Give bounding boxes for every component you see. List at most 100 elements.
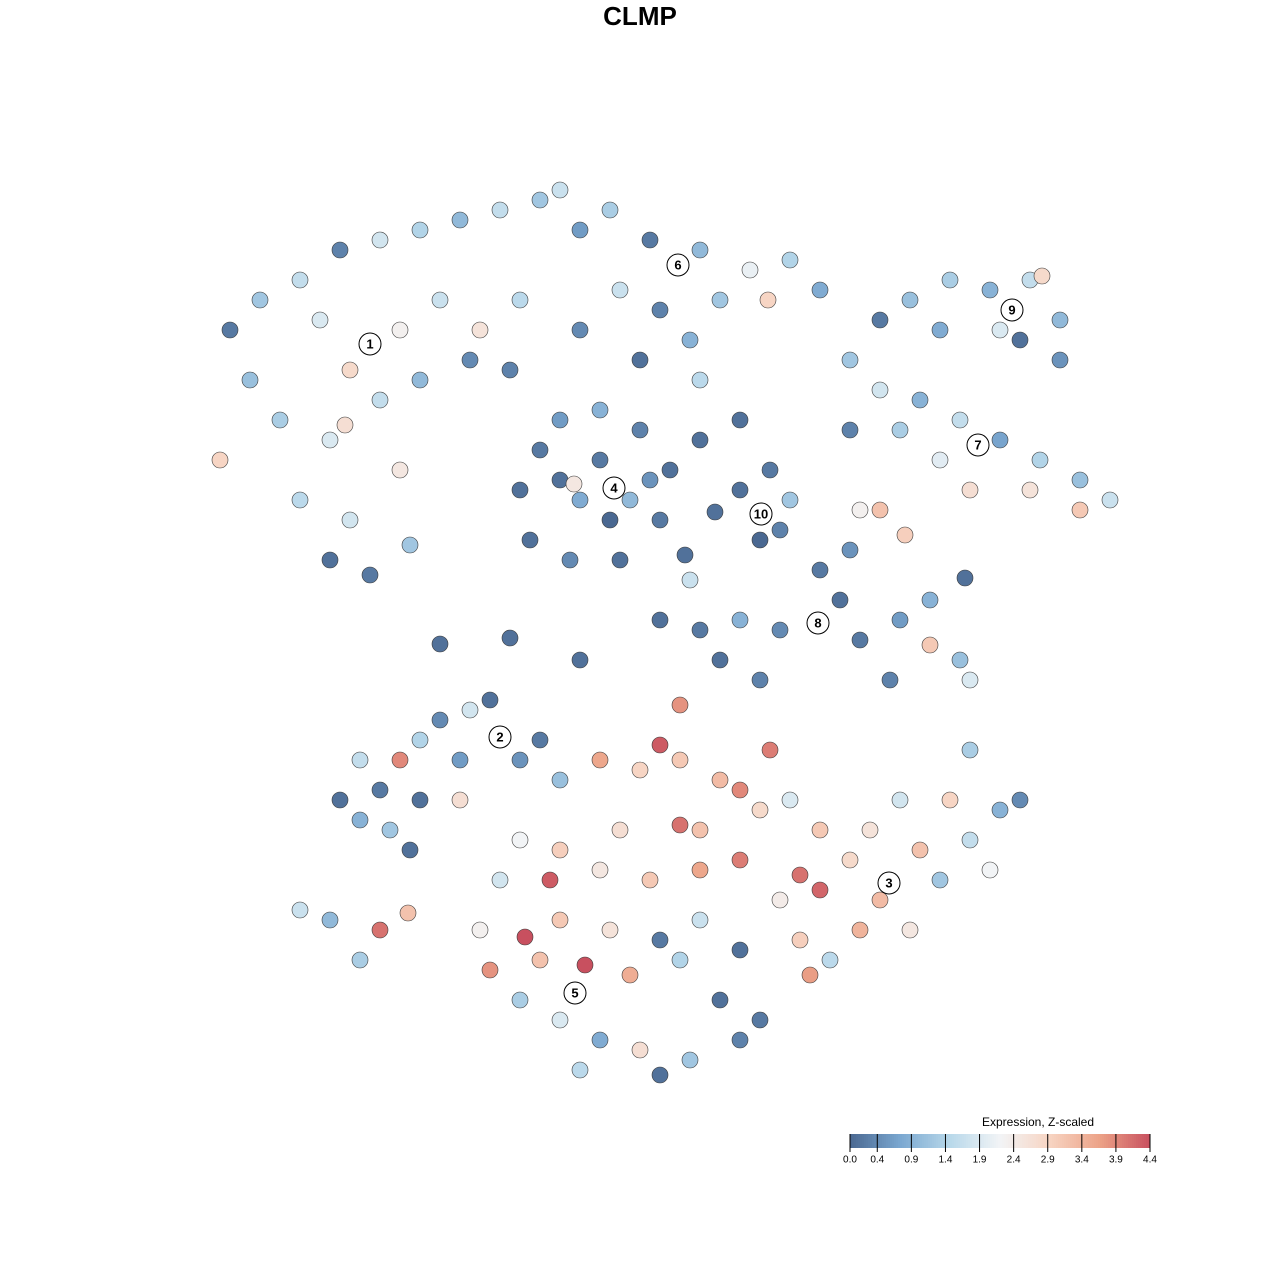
colorbar-segment xyxy=(1034,1134,1037,1148)
point xyxy=(591,751,609,769)
point xyxy=(611,551,629,569)
colorbar-segment xyxy=(1018,1134,1021,1148)
colorbar-segment xyxy=(1068,1134,1071,1148)
colorbar-segment xyxy=(926,1134,929,1148)
point xyxy=(576,956,594,974)
colorbar-segment xyxy=(1136,1134,1139,1148)
colorbar-segment xyxy=(950,1134,953,1148)
colorbar-segment xyxy=(862,1134,865,1148)
point xyxy=(331,791,349,809)
point xyxy=(291,901,309,919)
colorbar-segment xyxy=(1116,1134,1119,1148)
colorbar-segment xyxy=(860,1134,863,1148)
point xyxy=(881,671,899,689)
colorbar-segment xyxy=(1114,1134,1117,1148)
point xyxy=(631,421,649,439)
point xyxy=(391,751,409,769)
point xyxy=(861,821,879,839)
point xyxy=(561,551,579,569)
colorbar-segment xyxy=(920,1134,923,1148)
point xyxy=(651,301,669,319)
point xyxy=(551,1011,569,1029)
point xyxy=(651,611,669,629)
point xyxy=(531,951,549,969)
colorbar-segment xyxy=(1024,1134,1027,1148)
point xyxy=(511,751,529,769)
colorbar-segment xyxy=(886,1134,889,1148)
colorbar-segment xyxy=(1076,1134,1079,1148)
cluster-label-bg xyxy=(358,332,382,356)
point xyxy=(951,411,969,429)
colorbar-segment xyxy=(1028,1134,1031,1148)
point xyxy=(691,241,709,259)
colorbar-segment xyxy=(954,1134,957,1148)
cluster-label-bg xyxy=(877,871,901,895)
point xyxy=(371,921,389,939)
colorbar-segment xyxy=(882,1134,885,1148)
point xyxy=(891,611,909,629)
point xyxy=(621,491,639,509)
colorbar-segment xyxy=(868,1134,871,1148)
cluster-label: 4 xyxy=(610,480,618,495)
point xyxy=(741,261,759,279)
point xyxy=(781,251,799,269)
colorbar-segment xyxy=(896,1134,899,1148)
point xyxy=(571,491,589,509)
point xyxy=(956,569,974,587)
colorbar-segment xyxy=(1128,1134,1131,1148)
point xyxy=(381,821,399,839)
point xyxy=(531,191,549,209)
colorbar-segment xyxy=(1102,1134,1105,1148)
colorbar-segment xyxy=(888,1134,891,1148)
point xyxy=(681,571,699,589)
colorbar-segment xyxy=(892,1134,895,1148)
point xyxy=(551,771,569,789)
point xyxy=(981,861,999,879)
point xyxy=(1011,331,1029,349)
point xyxy=(1051,311,1069,329)
point xyxy=(341,361,359,379)
colorbar-segment xyxy=(976,1134,979,1148)
point xyxy=(911,391,929,409)
colorbar-segment xyxy=(1020,1134,1023,1148)
colorbar-segment xyxy=(1010,1134,1013,1148)
colorbar-segment xyxy=(994,1134,997,1148)
point xyxy=(731,411,749,429)
cluster-label-bg xyxy=(666,253,690,277)
colorbar-segment xyxy=(1008,1134,1011,1148)
point xyxy=(921,591,939,609)
point xyxy=(851,921,869,939)
colorbar-segment xyxy=(1078,1134,1081,1148)
point xyxy=(481,961,499,979)
point xyxy=(336,416,354,434)
point xyxy=(631,351,649,369)
colorbar-segment xyxy=(1110,1134,1113,1148)
point xyxy=(531,441,549,459)
point xyxy=(511,291,529,309)
colorbar-segment xyxy=(850,1134,853,1148)
point xyxy=(371,391,389,409)
point xyxy=(911,841,929,859)
point xyxy=(761,741,779,759)
point xyxy=(551,471,569,489)
point xyxy=(841,541,859,559)
colorbar-segment xyxy=(1040,1134,1043,1148)
point xyxy=(1033,267,1051,285)
point xyxy=(901,291,919,309)
point xyxy=(1071,471,1089,489)
point xyxy=(431,711,449,729)
point xyxy=(961,671,979,689)
cluster-label: 5 xyxy=(571,985,578,1000)
colorbar-segment xyxy=(974,1134,977,1148)
colorbar-segment xyxy=(1030,1134,1033,1148)
point xyxy=(781,491,799,509)
point xyxy=(501,629,519,647)
point xyxy=(671,951,689,969)
colorbar-segment xyxy=(1002,1134,1005,1148)
colorbar-segment xyxy=(962,1134,965,1148)
point xyxy=(291,271,309,289)
colorbar-segment xyxy=(982,1134,985,1148)
point xyxy=(751,1011,769,1029)
colorbar-segment xyxy=(1080,1134,1083,1148)
point xyxy=(991,321,1009,339)
